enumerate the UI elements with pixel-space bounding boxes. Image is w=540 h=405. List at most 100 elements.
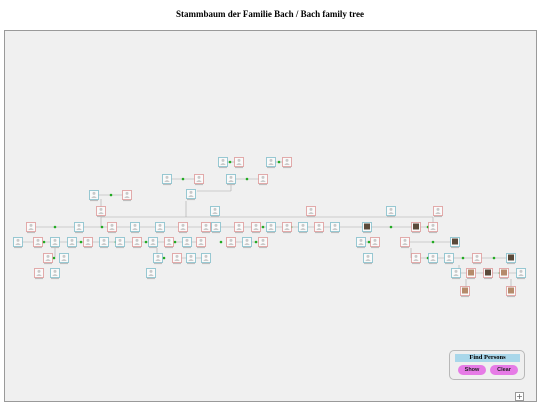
person-card[interactable] bbox=[99, 237, 109, 249]
person-card[interactable] bbox=[433, 206, 443, 218]
person-card[interactable] bbox=[506, 253, 516, 265]
person-card[interactable] bbox=[164, 237, 174, 249]
clear-button[interactable]: Clear bbox=[490, 365, 518, 375]
person-card[interactable] bbox=[162, 174, 172, 186]
plus-icon: + bbox=[516, 392, 523, 401]
person-silhouette-icon bbox=[15, 238, 21, 245]
person-card[interactable] bbox=[218, 157, 228, 169]
person-silhouette-icon bbox=[446, 254, 452, 261]
person-card[interactable] bbox=[251, 222, 261, 234]
person-card[interactable] bbox=[362, 222, 372, 234]
zoom-in-button[interactable]: + bbox=[515, 392, 524, 401]
person-card[interactable] bbox=[234, 222, 244, 234]
person-card[interactable] bbox=[186, 189, 196, 201]
person-card[interactable] bbox=[182, 237, 192, 249]
person-card[interactable] bbox=[314, 222, 324, 234]
person-card[interactable] bbox=[282, 157, 292, 169]
person-card[interactable] bbox=[201, 222, 211, 234]
person-silhouette-icon bbox=[109, 223, 115, 230]
person-silhouette-icon bbox=[236, 158, 242, 165]
person-card[interactable] bbox=[370, 237, 380, 249]
person-silhouette-icon bbox=[365, 254, 371, 261]
person-silhouette-icon bbox=[203, 254, 209, 261]
person-card[interactable] bbox=[242, 237, 252, 249]
person-silhouette-icon bbox=[268, 223, 274, 230]
person-card[interactable] bbox=[13, 237, 23, 249]
person-card[interactable] bbox=[132, 237, 142, 249]
person-card[interactable] bbox=[234, 157, 244, 169]
person-card[interactable] bbox=[89, 190, 99, 202]
union-dot-icon bbox=[100, 225, 104, 229]
person-card[interactable] bbox=[210, 206, 220, 218]
person-card[interactable] bbox=[153, 253, 163, 265]
person-silhouette-icon bbox=[69, 238, 75, 245]
person-card[interactable] bbox=[428, 253, 438, 265]
person-card[interactable] bbox=[516, 268, 526, 280]
person-card[interactable] bbox=[50, 237, 60, 249]
person-silhouette-icon bbox=[132, 223, 138, 230]
person-card[interactable] bbox=[155, 222, 165, 234]
person-card[interactable] bbox=[298, 222, 308, 234]
person-card[interactable] bbox=[107, 222, 117, 234]
person-card[interactable] bbox=[428, 222, 438, 234]
person-card[interactable] bbox=[356, 237, 366, 249]
person-silhouette-icon bbox=[76, 223, 82, 230]
person-card[interactable] bbox=[115, 237, 125, 249]
person-silhouette-icon bbox=[157, 223, 163, 230]
person-card[interactable] bbox=[506, 286, 516, 298]
person-card[interactable] bbox=[472, 253, 482, 265]
person-card[interactable] bbox=[172, 253, 182, 265]
person-card[interactable] bbox=[330, 222, 340, 234]
person-card[interactable] bbox=[363, 253, 373, 265]
person-silhouette-icon bbox=[220, 158, 226, 165]
person-card[interactable] bbox=[50, 268, 60, 280]
person-card[interactable] bbox=[26, 222, 36, 234]
person-card[interactable] bbox=[466, 268, 476, 280]
person-card[interactable] bbox=[226, 174, 236, 186]
portrait-icon bbox=[452, 238, 458, 245]
union-dot-icon bbox=[461, 256, 465, 260]
person-card[interactable] bbox=[34, 268, 44, 280]
person-card[interactable] bbox=[74, 222, 84, 234]
person-silhouette-icon bbox=[85, 238, 91, 245]
person-card[interactable] bbox=[130, 222, 140, 234]
person-card[interactable] bbox=[266, 222, 276, 234]
person-card[interactable] bbox=[386, 206, 396, 218]
person-card[interactable] bbox=[196, 237, 206, 249]
person-card[interactable] bbox=[444, 253, 454, 265]
person-card[interactable] bbox=[186, 253, 196, 265]
person-card[interactable] bbox=[96, 206, 106, 218]
person-card[interactable] bbox=[258, 237, 268, 249]
person-card[interactable] bbox=[59, 253, 69, 265]
person-card[interactable] bbox=[211, 222, 221, 234]
person-card[interactable] bbox=[201, 253, 211, 265]
family-tree-canvas[interactable] bbox=[4, 30, 537, 402]
person-card[interactable] bbox=[83, 237, 93, 249]
person-card[interactable] bbox=[194, 174, 204, 186]
person-silhouette-icon bbox=[28, 223, 34, 230]
person-card[interactable] bbox=[450, 237, 460, 249]
person-card[interactable] bbox=[178, 222, 188, 234]
person-silhouette-icon bbox=[150, 238, 156, 245]
person-card[interactable] bbox=[148, 237, 158, 249]
person-card[interactable] bbox=[499, 268, 509, 280]
person-card[interactable] bbox=[411, 253, 421, 265]
person-silhouette-icon bbox=[180, 223, 186, 230]
person-card[interactable] bbox=[67, 237, 77, 249]
person-card[interactable] bbox=[400, 237, 410, 249]
person-card[interactable] bbox=[451, 268, 461, 280]
person-card[interactable] bbox=[306, 206, 316, 218]
person-card[interactable] bbox=[460, 286, 470, 298]
person-card[interactable] bbox=[258, 174, 268, 186]
person-card[interactable] bbox=[282, 222, 292, 234]
person-card[interactable] bbox=[146, 268, 156, 280]
family-tree-graph[interactable] bbox=[5, 31, 538, 403]
person-card[interactable] bbox=[43, 253, 53, 265]
person-card[interactable] bbox=[411, 222, 421, 234]
show-button[interactable]: Show bbox=[458, 365, 486, 375]
person-card[interactable] bbox=[266, 157, 276, 169]
person-card[interactable] bbox=[226, 237, 236, 249]
person-card[interactable] bbox=[483, 268, 493, 280]
person-card[interactable] bbox=[33, 237, 43, 249]
person-card[interactable] bbox=[122, 190, 132, 202]
